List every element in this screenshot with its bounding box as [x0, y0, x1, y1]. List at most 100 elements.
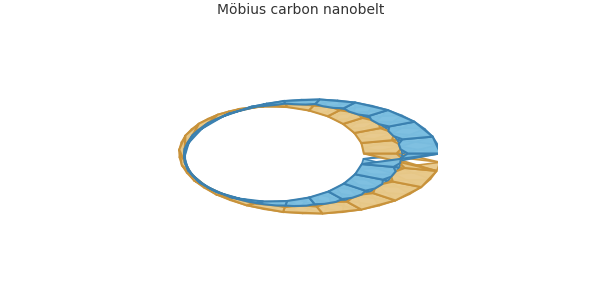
Polygon shape — [230, 200, 255, 205]
Polygon shape — [355, 169, 394, 180]
Polygon shape — [362, 159, 402, 168]
Polygon shape — [349, 122, 385, 133]
Polygon shape — [337, 184, 369, 197]
Polygon shape — [236, 107, 257, 111]
Polygon shape — [211, 113, 231, 122]
Polygon shape — [185, 133, 194, 150]
Polygon shape — [267, 101, 285, 105]
Polygon shape — [184, 148, 188, 171]
Title: Möbius carbon nanobelt: Möbius carbon nanobelt — [217, 3, 385, 17]
Polygon shape — [379, 180, 421, 194]
Polygon shape — [318, 107, 342, 116]
Polygon shape — [194, 115, 218, 132]
Polygon shape — [309, 192, 342, 204]
Polygon shape — [185, 162, 200, 183]
Polygon shape — [392, 129, 433, 140]
Polygon shape — [397, 137, 438, 146]
Polygon shape — [187, 168, 200, 183]
Polygon shape — [231, 107, 252, 113]
Polygon shape — [272, 104, 287, 107]
Polygon shape — [344, 174, 383, 191]
Polygon shape — [251, 103, 272, 107]
Polygon shape — [244, 106, 264, 109]
Polygon shape — [179, 150, 190, 173]
Polygon shape — [355, 164, 396, 180]
Polygon shape — [358, 133, 397, 143]
Polygon shape — [184, 146, 185, 164]
Polygon shape — [300, 99, 320, 105]
Polygon shape — [184, 154, 188, 171]
Polygon shape — [246, 204, 285, 212]
Polygon shape — [283, 206, 303, 214]
Polygon shape — [344, 179, 379, 192]
Polygon shape — [327, 110, 362, 124]
Polygon shape — [328, 100, 355, 109]
Polygon shape — [399, 137, 441, 154]
Polygon shape — [354, 106, 388, 117]
Polygon shape — [399, 161, 440, 171]
Polygon shape — [188, 124, 199, 140]
Polygon shape — [197, 180, 218, 193]
Polygon shape — [401, 145, 441, 154]
Polygon shape — [230, 197, 263, 203]
Polygon shape — [206, 187, 228, 196]
Polygon shape — [188, 123, 208, 143]
Polygon shape — [344, 197, 379, 209]
Polygon shape — [309, 195, 330, 205]
Polygon shape — [188, 127, 201, 143]
Polygon shape — [365, 110, 402, 122]
Polygon shape — [228, 197, 251, 200]
Polygon shape — [284, 99, 320, 105]
Polygon shape — [376, 115, 414, 127]
Polygon shape — [251, 101, 285, 107]
Polygon shape — [187, 173, 206, 187]
Polygon shape — [194, 180, 226, 196]
Polygon shape — [194, 122, 209, 136]
Polygon shape — [350, 174, 388, 187]
Polygon shape — [285, 200, 300, 206]
Polygon shape — [355, 127, 392, 138]
Polygon shape — [336, 113, 365, 124]
Polygon shape — [184, 161, 193, 177]
Polygon shape — [202, 113, 230, 129]
Polygon shape — [201, 115, 218, 127]
Polygon shape — [363, 146, 402, 154]
Polygon shape — [283, 206, 323, 214]
Polygon shape — [361, 140, 401, 148]
Polygon shape — [299, 197, 316, 206]
Polygon shape — [193, 176, 218, 193]
Polygon shape — [317, 202, 361, 214]
Polygon shape — [343, 118, 380, 133]
Polygon shape — [209, 111, 229, 122]
Polygon shape — [191, 174, 208, 188]
Polygon shape — [211, 109, 240, 121]
Polygon shape — [388, 122, 433, 139]
Polygon shape — [286, 104, 314, 110]
Polygon shape — [241, 200, 263, 203]
Polygon shape — [309, 105, 328, 113]
Polygon shape — [344, 103, 388, 116]
Polygon shape — [355, 128, 394, 143]
Polygon shape — [285, 104, 300, 108]
Polygon shape — [330, 200, 361, 212]
Polygon shape — [314, 99, 338, 107]
Polygon shape — [223, 109, 244, 116]
Polygon shape — [258, 104, 287, 107]
Polygon shape — [373, 182, 421, 200]
Polygon shape — [369, 187, 409, 200]
Polygon shape — [364, 154, 441, 161]
Polygon shape — [220, 109, 240, 117]
Polygon shape — [342, 103, 372, 113]
Polygon shape — [347, 193, 396, 209]
Polygon shape — [194, 119, 208, 133]
Polygon shape — [216, 194, 241, 200]
Polygon shape — [385, 122, 424, 133]
Polygon shape — [319, 192, 344, 203]
Polygon shape — [369, 110, 414, 127]
Polygon shape — [184, 140, 188, 157]
Polygon shape — [270, 201, 287, 206]
Polygon shape — [204, 188, 228, 197]
Polygon shape — [223, 107, 256, 116]
Polygon shape — [364, 154, 440, 162]
Polygon shape — [329, 188, 358, 200]
